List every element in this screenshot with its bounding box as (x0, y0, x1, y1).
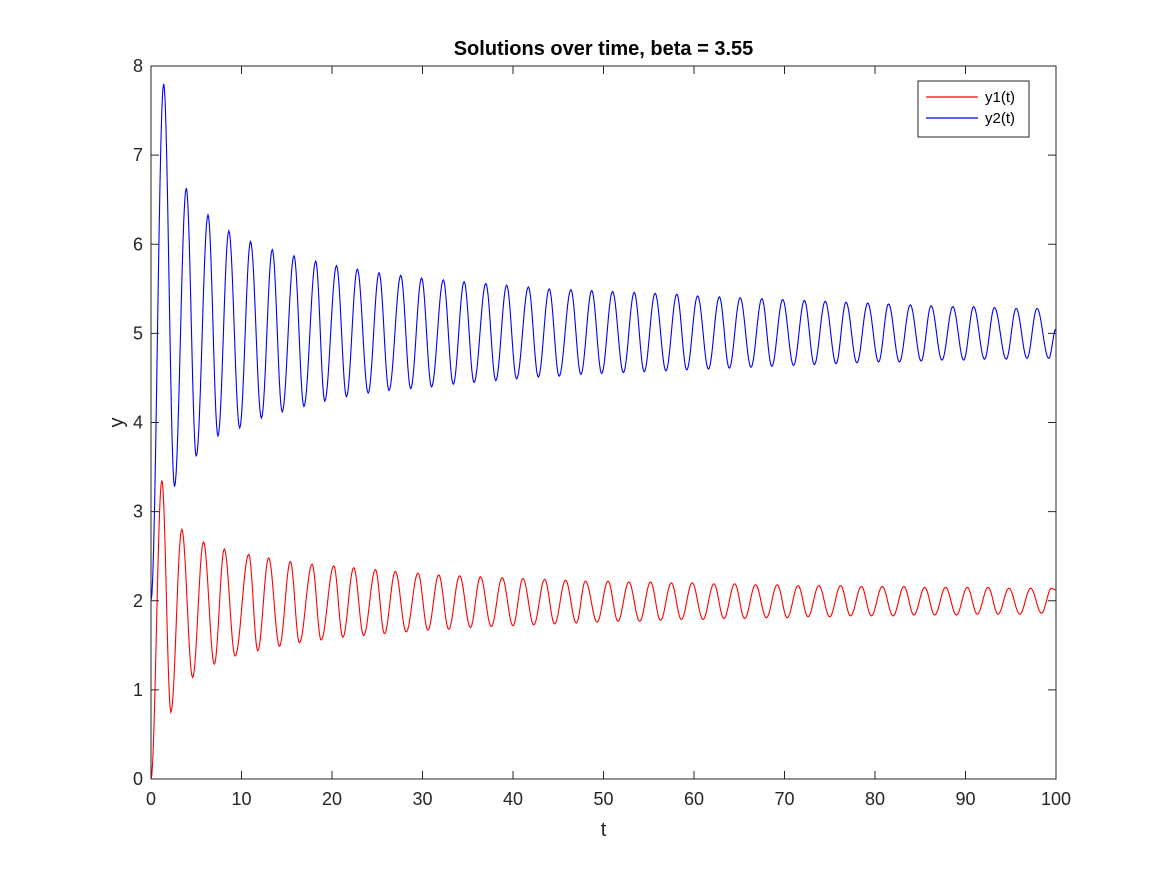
legend-entry: y1(t) (985, 89, 1015, 106)
series-layer (150, 83, 1057, 780)
series-line-2 (150, 83, 1057, 601)
x-tick-label: 70 (774, 789, 794, 809)
x-tick-label: 40 (503, 789, 523, 809)
y-axis-label: y (106, 418, 128, 428)
x-tick-label: 0 (146, 789, 156, 809)
ticks-layer: 0 10 20 30 40 50 60 70 80 90 100 0 1 2 3 4 5 6 7 8 (133, 56, 1071, 809)
y-tick-label: 3 (133, 502, 143, 522)
series-line-1 (150, 480, 1057, 780)
x-axis-label: t (601, 819, 607, 841)
y-tick-label: 5 (133, 323, 143, 343)
y-tick-label: 7 (133, 145, 143, 165)
y-tick-label: 4 (133, 413, 143, 433)
x-tick-label: 30 (412, 789, 432, 809)
y-tick-label: 1 (133, 680, 143, 700)
legend-box (917, 80, 1030, 138)
chart-title: Solutions over time, beta = 3.55 (454, 38, 754, 60)
x-tick-label: 80 (865, 789, 885, 809)
legend-entry: y2(t) (985, 110, 1015, 127)
y-tick-label: 2 (133, 591, 143, 611)
legend: y1(t) y2(t) (917, 80, 1030, 138)
x-tick-label: 50 (593, 789, 613, 809)
y-tick-label: 8 (133, 56, 143, 76)
y-tick-label: 0 (133, 769, 143, 789)
x-tick-label: 60 (684, 789, 704, 809)
x-tick-label: 100 (1041, 789, 1071, 809)
x-tick-label: 10 (231, 789, 251, 809)
y-tick-label: 6 (133, 234, 143, 254)
x-tick-label: 20 (322, 789, 342, 809)
x-tick-label: 90 (955, 789, 975, 809)
